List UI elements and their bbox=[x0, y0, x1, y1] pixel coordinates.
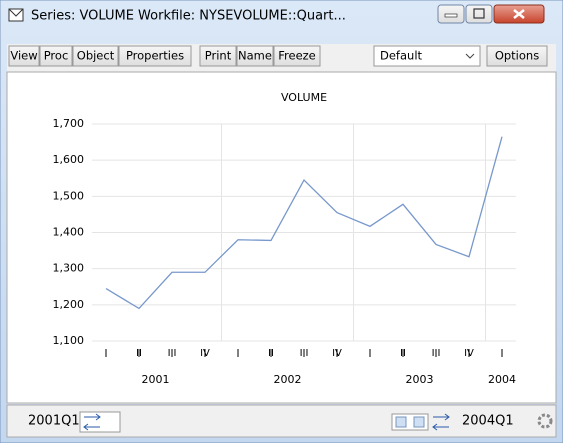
year-label: 2001 bbox=[142, 373, 170, 386]
y-tick-label: 1,600 bbox=[53, 153, 85, 166]
y-tick-label: 1,300 bbox=[53, 262, 85, 275]
toolbar-label: View bbox=[10, 49, 37, 63]
status-end: 2004Q1 bbox=[462, 414, 514, 429]
maximize-button[interactable] bbox=[465, 4, 493, 24]
x-tick-label: I bbox=[501, 348, 504, 359]
x-tick-label: IV bbox=[200, 348, 210, 359]
toolbar-button[interactable] bbox=[72, 45, 119, 67]
toolbar-label: Object bbox=[77, 49, 115, 63]
y-tick-label: 1,200 bbox=[53, 298, 85, 311]
toolbar-button[interactable] bbox=[236, 45, 274, 67]
settings-icon[interactable] bbox=[537, 413, 553, 429]
dropdown[interactable] bbox=[373, 45, 481, 67]
x-tick-label: III bbox=[432, 348, 441, 359]
y-tick-label: 1,100 bbox=[53, 334, 85, 347]
swap-icon[interactable] bbox=[83, 413, 101, 431]
chart-title: VOLUME bbox=[281, 91, 327, 104]
toolbar-button[interactable] bbox=[8, 45, 40, 67]
maximize-icon bbox=[473, 8, 485, 19]
status-start: 2001Q1 bbox=[28, 414, 80, 429]
toolbar-label: Proc bbox=[44, 49, 69, 63]
x-tick-label: I bbox=[105, 348, 108, 359]
y-tick-label: 1,700 bbox=[53, 117, 85, 130]
window-icon-line bbox=[8, 8, 24, 17]
toolbar-label: Options bbox=[495, 49, 539, 63]
y-tick-label: 1,400 bbox=[53, 226, 85, 239]
x-tick-label: I bbox=[237, 348, 240, 359]
x-tick-label: II bbox=[136, 348, 142, 359]
toolbar-button[interactable] bbox=[486, 45, 548, 67]
y-tick-label: 1,500 bbox=[53, 189, 85, 202]
swap-icon[interactable] bbox=[432, 413, 450, 431]
chart: VOLUME 1,100 1,200 1,300 1,400 1,500 1,600 1,70… bbox=[53, 91, 516, 386]
x-tick-label: I bbox=[369, 348, 372, 359]
toolbar-label: Name bbox=[238, 49, 272, 63]
window-title: Series: VOLUME Workfile: NYSEVOLUME::Qua… bbox=[31, 9, 346, 24]
x-tick-label: III bbox=[300, 348, 309, 359]
toolbar-button[interactable] bbox=[199, 45, 237, 67]
toolbar-label: Print bbox=[205, 49, 232, 63]
x-tick-label: IV bbox=[332, 348, 342, 359]
slider-handle[interactable] bbox=[413, 416, 425, 428]
toolbar-button[interactable] bbox=[39, 45, 73, 67]
toolbar-label: Properties bbox=[126, 49, 184, 63]
chart-area bbox=[6, 71, 557, 404]
slider-handle[interactable] bbox=[395, 416, 407, 428]
dropdown-label: Default bbox=[380, 49, 423, 63]
series-line bbox=[105, 136, 503, 310]
x-tick-label: II bbox=[400, 348, 406, 359]
toolbar: View Proc Object Properties Print Name Freeze D… bbox=[8, 45, 548, 67]
close-icon bbox=[513, 9, 525, 19]
x-tick-label: IV bbox=[464, 348, 474, 359]
toolbar-button[interactable] bbox=[118, 45, 192, 67]
year-label: 2002 bbox=[274, 373, 302, 386]
year-label: 2003 bbox=[406, 373, 434, 386]
year-label: 2004 bbox=[488, 373, 516, 386]
x-tick-label: III bbox=[168, 348, 177, 359]
toolbar-label: Freeze bbox=[278, 49, 316, 63]
toolbar-button[interactable] bbox=[273, 45, 321, 67]
minimize-icon bbox=[444, 13, 458, 18]
x-tick-label: II bbox=[268, 348, 274, 359]
dropdown-arrow bbox=[465, 53, 475, 59]
